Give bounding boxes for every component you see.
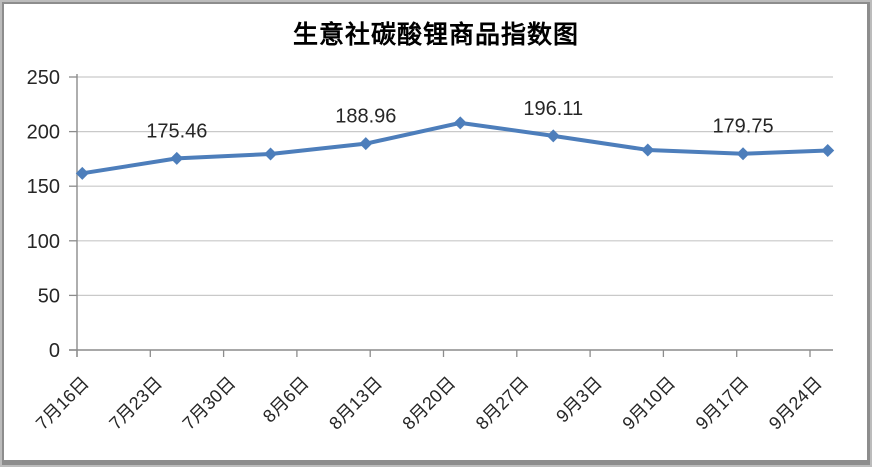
y-tick-label: 200 bbox=[27, 122, 60, 144]
data-point-marker bbox=[546, 129, 560, 143]
x-tick-label: 8月6日 bbox=[259, 373, 313, 427]
data-point-marker bbox=[359, 137, 373, 151]
x-tick-label: 9月10日 bbox=[618, 373, 679, 434]
x-tick-label: 9月24日 bbox=[765, 373, 826, 434]
y-tick-label: 0 bbox=[49, 340, 60, 362]
data-point-marker bbox=[75, 166, 89, 180]
chart-title: 生意社碳酸锂商品指数图 bbox=[292, 22, 579, 49]
y-tick-label: 100 bbox=[27, 231, 60, 253]
data-point-label: 175.46 bbox=[146, 120, 207, 142]
x-tick-label: 8月13日 bbox=[325, 373, 386, 434]
data-point-label: 188.96 bbox=[335, 106, 396, 128]
x-tick-label: 9月3日 bbox=[552, 373, 606, 427]
data-point-label: 196.11 bbox=[523, 98, 583, 120]
data-point-marker bbox=[264, 147, 278, 161]
x-tick-label: 7月23日 bbox=[105, 373, 166, 434]
x-tick-label: 7月16日 bbox=[32, 373, 93, 434]
y-tick-label: 50 bbox=[38, 285, 60, 307]
data-point-marker bbox=[736, 147, 750, 161]
x-tick-label: 7月30日 bbox=[179, 373, 240, 434]
data-point-marker bbox=[170, 151, 184, 165]
data-point-marker bbox=[453, 116, 467, 130]
data-point-label: 179.75 bbox=[712, 116, 773, 138]
y-tick-label: 250 bbox=[27, 67, 60, 89]
x-tick-label: 8月27日 bbox=[472, 373, 533, 434]
x-tick-label: 9月17日 bbox=[692, 373, 753, 434]
data-point-marker bbox=[641, 143, 655, 157]
x-tick-label: 8月20日 bbox=[398, 373, 459, 434]
data-point-marker bbox=[821, 143, 835, 157]
y-tick-label: 150 bbox=[27, 176, 60, 198]
